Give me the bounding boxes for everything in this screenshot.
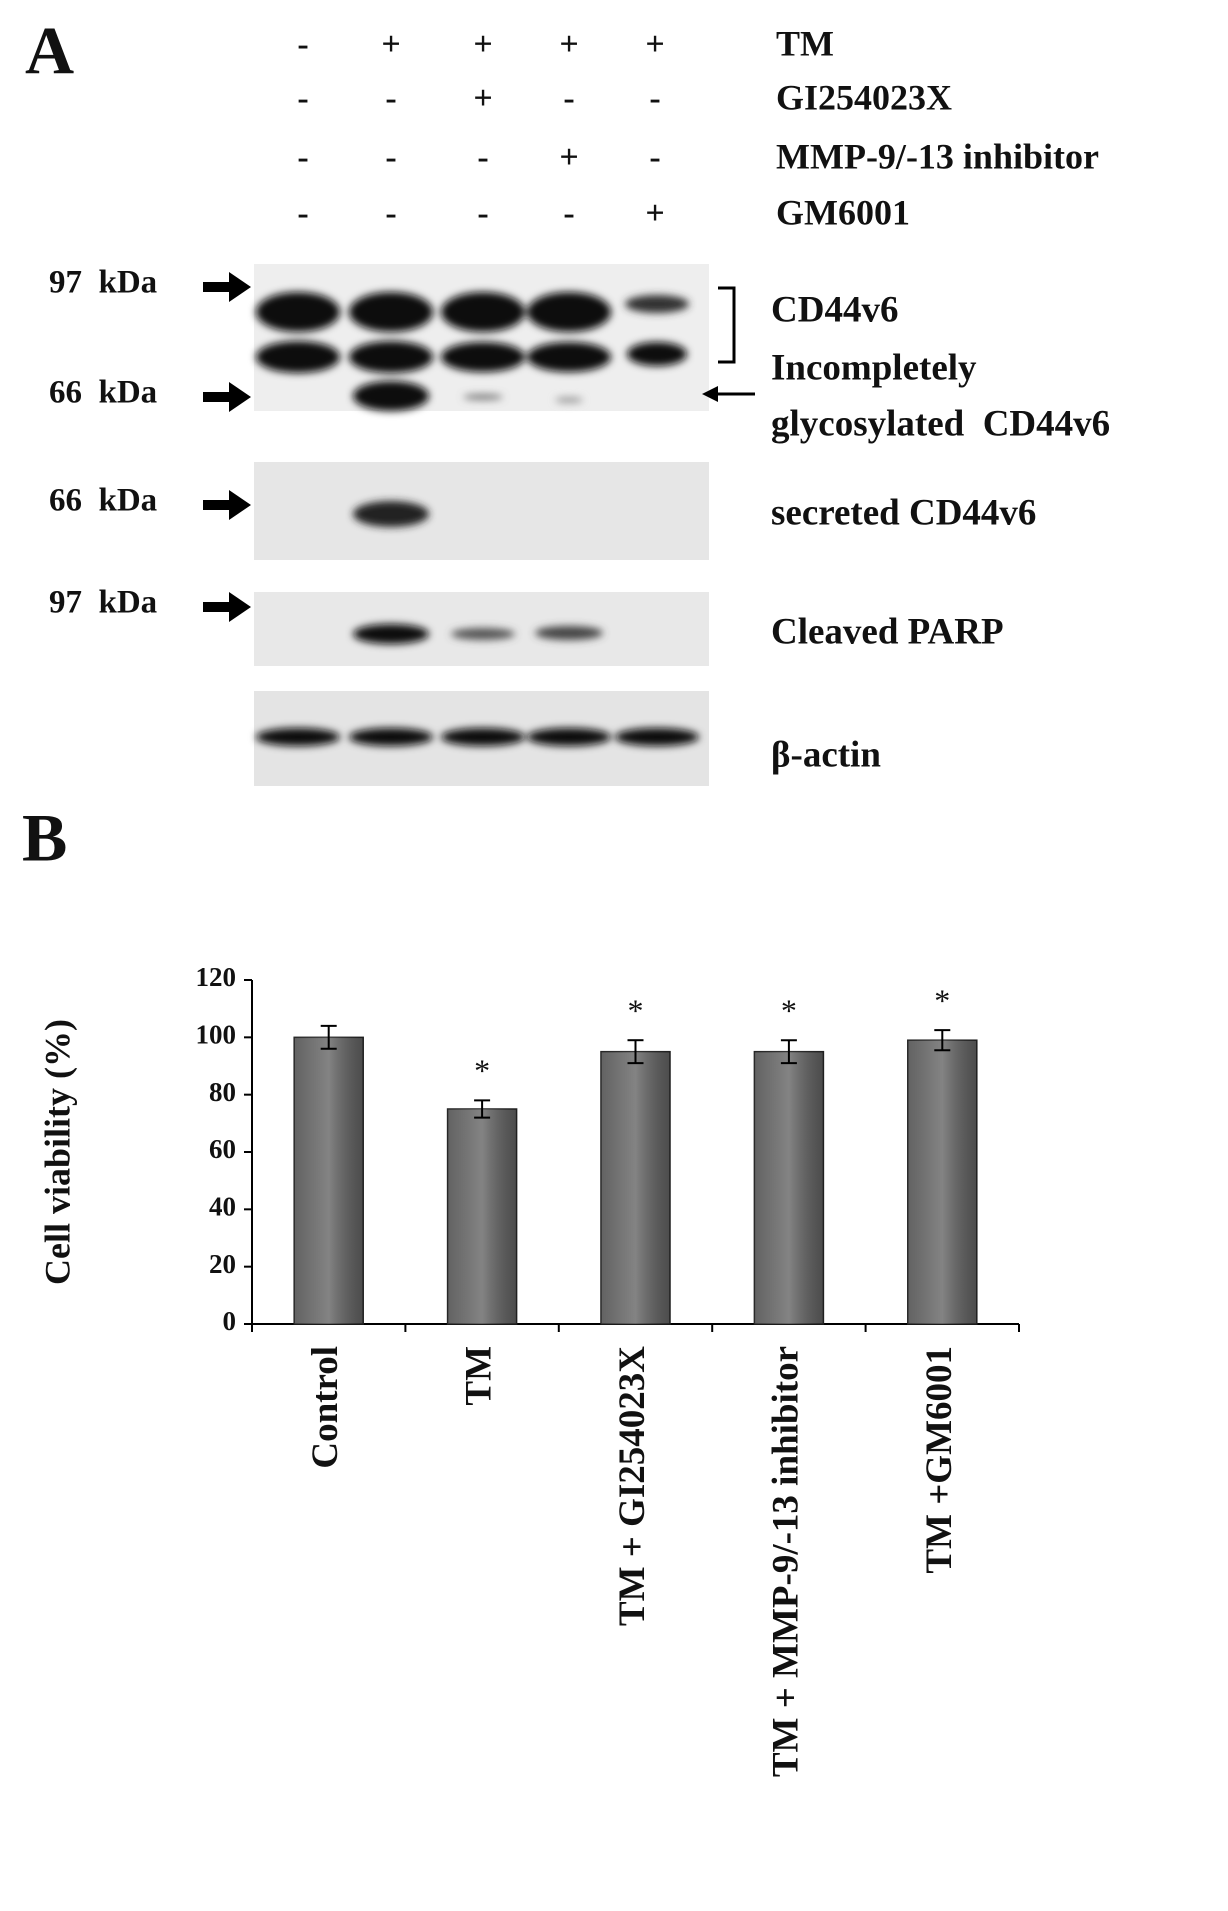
x-tick-label: Control <box>305 1346 346 1469</box>
error-bar <box>780 1039 797 1065</box>
blot-label: glycosylated CD44v6 <box>771 403 1110 444</box>
error-bar <box>934 1029 951 1052</box>
kda-marker: 66 kDa <box>49 375 157 411</box>
treatment-sign: - <box>385 139 396 176</box>
significance-mark: * <box>934 983 950 1019</box>
treatment-sign: + <box>645 195 664 232</box>
blot-membrane <box>254 462 709 560</box>
panel-label: A <box>25 13 74 89</box>
y-axis-label: Cell viability (%) <box>37 1019 77 1285</box>
bands <box>256 292 699 746</box>
treatment-sign: - <box>297 26 308 63</box>
blot-membrane <box>254 264 709 411</box>
treatment-sign: - <box>649 139 660 176</box>
y-tick-label: 40 <box>209 1192 236 1222</box>
blot-label: β-actin <box>771 734 881 775</box>
bracket <box>718 286 736 364</box>
treatment-sign: - <box>563 80 574 117</box>
x-tick-label: TM + GI254023X <box>612 1346 653 1626</box>
y-tick-label: 100 <box>196 1020 237 1050</box>
significance-mark: * <box>781 993 797 1029</box>
treatment-sign: + <box>559 26 578 63</box>
x-tick-label: TM <box>459 1346 500 1406</box>
kda-marker: 66 kDa <box>49 483 157 519</box>
bar-shine <box>294 1037 364 1324</box>
y-tick-label: 120 <box>196 962 237 992</box>
x-tick-label: TM +GM6001 <box>919 1346 960 1574</box>
blot-label: CD44v6 <box>771 289 898 330</box>
western-blot <box>203 264 755 786</box>
kda-marker: 97 kDa <box>49 265 157 301</box>
error-bar <box>320 1024 337 1050</box>
treatment-sign: + <box>645 26 664 63</box>
treatment-sign: - <box>297 139 308 176</box>
blot-label: secreted CD44v6 <box>771 492 1036 533</box>
pointer-arrow-head <box>702 386 718 402</box>
kda-marker: 97 kDa <box>49 585 157 621</box>
treatment-sign: + <box>559 139 578 176</box>
bar-shine <box>447 1109 517 1324</box>
treatment-sign: - <box>385 80 396 117</box>
treatment-sign: - <box>297 195 308 232</box>
treatment-name: GI254023X <box>776 77 952 117</box>
panel-label: B <box>22 800 67 876</box>
error-bar <box>474 1099 491 1119</box>
treatment-sign: - <box>649 80 660 117</box>
treatment-name: MMP-9/-13 inhibitor <box>776 136 1099 176</box>
treatment-sign: - <box>297 80 308 117</box>
treatment-sign: + <box>473 26 492 63</box>
treatment-sign: - <box>477 139 488 176</box>
treatment-sign: - <box>477 195 488 232</box>
significance-mark: * <box>628 993 644 1029</box>
y-tick-label: 60 <box>209 1134 236 1164</box>
y-tick-label: 80 <box>209 1077 236 1107</box>
blot-label: Cleaved PARP <box>771 611 1004 652</box>
treatment-sign: + <box>381 26 400 63</box>
x-tick-label: TM + MMP-9/-13 inhibitor <box>765 1346 806 1777</box>
treatment-name: TM <box>776 23 834 63</box>
treatment-sign: - <box>563 195 574 232</box>
marker-arrows <box>203 272 251 622</box>
treatment-name: GM6001 <box>776 192 910 232</box>
bar-shine <box>754 1051 824 1324</box>
significance-mark: * <box>474 1053 490 1089</box>
y-tick-label: 20 <box>209 1249 236 1279</box>
y-tick-label: 0 <box>223 1306 237 1336</box>
treatment-sign: - <box>385 195 396 232</box>
error-bar <box>627 1039 644 1065</box>
bar-shine <box>600 1051 671 1324</box>
bar-shine <box>907 1040 977 1324</box>
blot-label: Incompletely <box>771 347 977 388</box>
treatment-sign: + <box>473 80 492 117</box>
